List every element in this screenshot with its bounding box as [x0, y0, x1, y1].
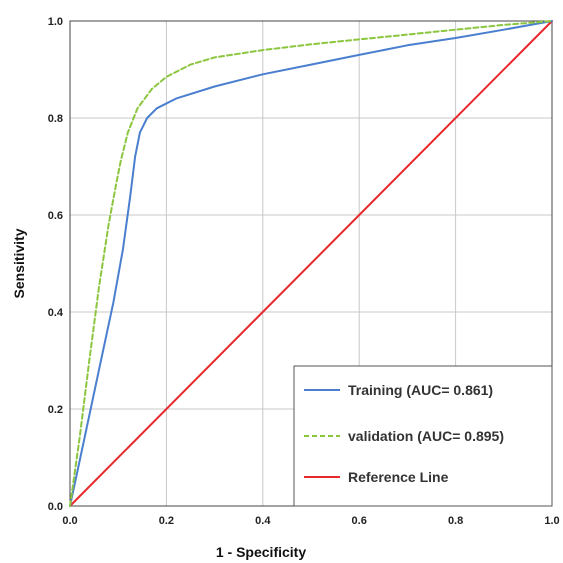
grid-lines [69, 20, 553, 507]
legend-label-reference: Reference Line [348, 469, 449, 485]
series-line-1 [69, 20, 553, 507]
x-tick-label: 0.6 [352, 515, 367, 527]
legend-label-training: Training (AUC= 0.861) [348, 382, 493, 398]
legend-label-validation: validation (AUC= 0.895) [348, 428, 504, 444]
legend: Training (AUC= 0.861) validation (AUC= 0… [293, 365, 553, 507]
series-lines [69, 20, 553, 507]
x-tick-label: 0.8 [448, 515, 463, 527]
y-tick-label: 0.2 [48, 404, 63, 416]
x-tick-label: 1.0 [544, 515, 559, 527]
y-axis-ticks: 0.0 0.2 0.4 0.6 0.8 1.0 [48, 16, 64, 513]
y-tick-label: 0.0 [48, 501, 63, 513]
x-tick-label: 0.2 [159, 515, 174, 527]
y-tick-label: 0.4 [48, 307, 64, 319]
y-tick-label: 0.8 [48, 113, 63, 125]
y-tick-label: 1.0 [48, 16, 63, 28]
series-line-0 [69, 20, 553, 507]
x-axis-title: 1 - Specificity [216, 544, 306, 560]
x-axis-ticks: 0.0 0.2 0.4 0.6 0.8 1.0 [62, 515, 559, 527]
y-tick-label: 0.6 [48, 210, 63, 222]
x-tick-label: 0.4 [255, 515, 271, 527]
y-axis-title: Sensitivity [11, 228, 27, 298]
x-tick-label: 0.0 [62, 515, 77, 527]
series-line-2 [69, 20, 553, 507]
